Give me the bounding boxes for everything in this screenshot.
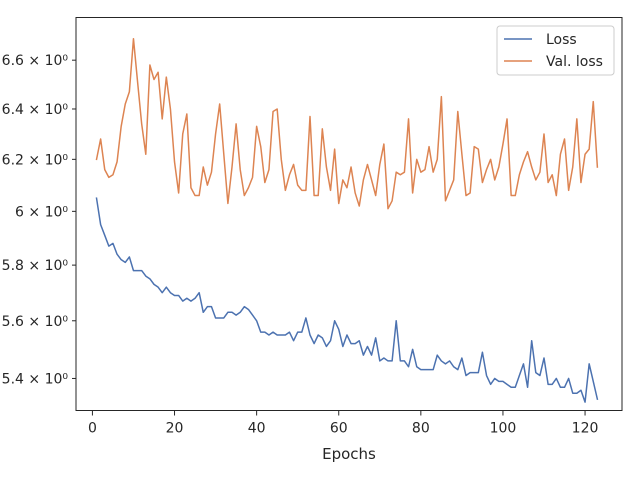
legend: Loss Val. loss — [496, 25, 615, 76]
y-tick-label: 6.4 × 10⁰ — [2, 102, 69, 118]
x-tick-label: 0 — [88, 421, 97, 437]
x-tick-label: 80 — [412, 421, 430, 437]
y-tick-label: 6 × 10⁰ — [15, 204, 68, 220]
legend-label-val-loss: Val. loss — [546, 54, 603, 70]
y-tick-label: 5.4 × 10⁰ — [2, 371, 69, 387]
x-tick-label: 60 — [330, 421, 348, 437]
y-tick-label: 5.8 × 10⁰ — [2, 258, 69, 274]
series-line-loss — [95, 197, 599, 403]
x-tick-label: 40 — [248, 421, 266, 437]
plot-frame — [75, 17, 623, 411]
y-axis: 5.4 × 10⁰ 5.6 × 10⁰ 5.8 × 10⁰ 6 × 10⁰ 6.2 × … — [2, 53, 76, 387]
x-axis: 0 20 40 60 80 100 120 — [88, 410, 599, 437]
legend-label-loss: Loss — [546, 32, 577, 48]
y-tick-label: 6.6 × 10⁰ — [2, 53, 69, 69]
x-tick-label: 20 — [166, 421, 184, 437]
y-tick-label: 6.2 × 10⁰ — [2, 152, 69, 168]
x-axis-label: Epochs — [322, 445, 376, 463]
y-tick-label: 5.6 × 10⁰ — [2, 314, 69, 330]
series-line-val-loss — [95, 37, 599, 210]
series-layer — [95, 37, 599, 403]
x-tick-label: 100 — [490, 421, 517, 437]
x-tick-label: 120 — [572, 421, 599, 437]
